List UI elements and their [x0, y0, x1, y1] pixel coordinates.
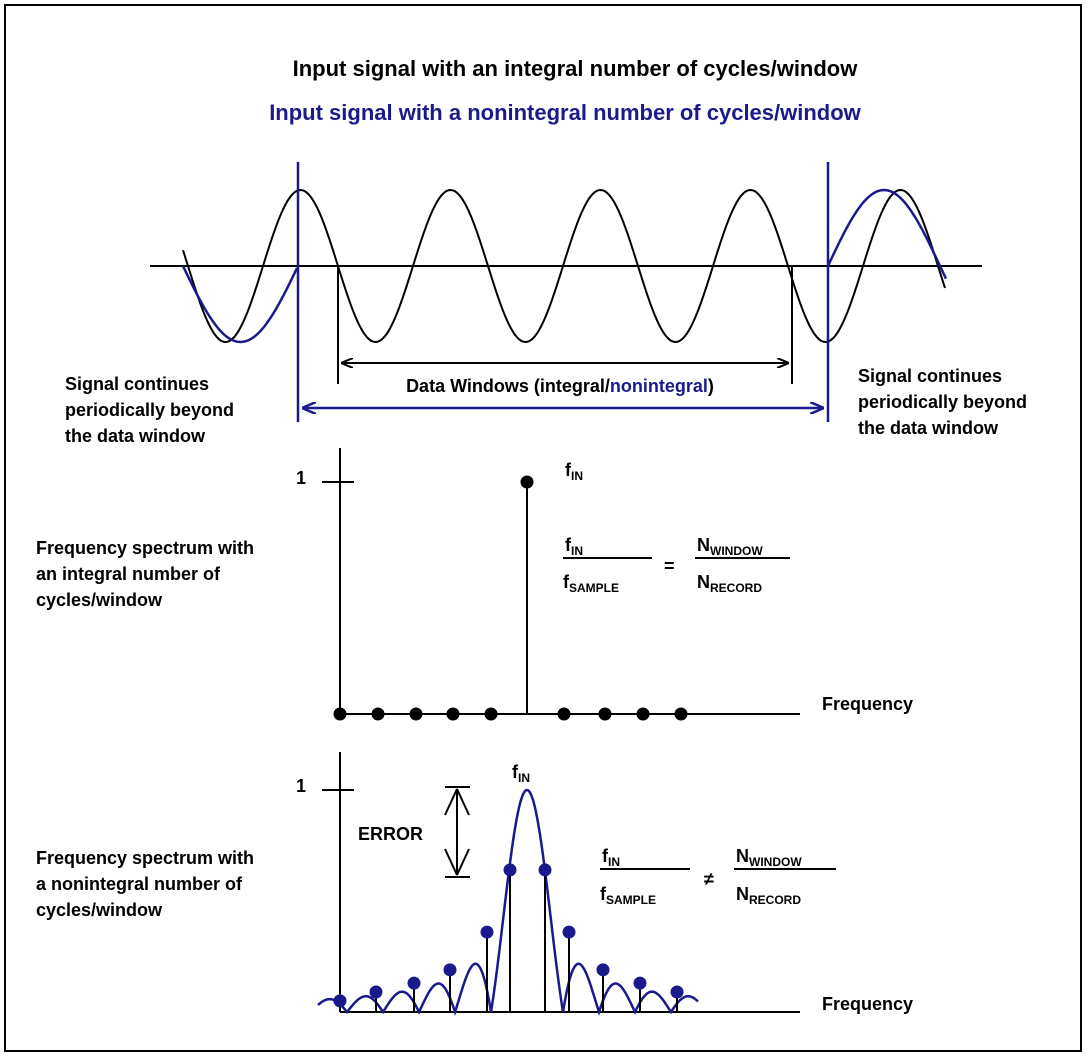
integral-bin-point — [484, 707, 498, 721]
svg-text:=: = — [664, 556, 675, 576]
nonintegral-spectrum-panel: Frequency spectrum with a nonintegral nu… — [36, 752, 913, 1017]
svg-text:the data window: the data window — [858, 418, 999, 438]
title-integral: Input signal with an integral number of … — [293, 56, 859, 81]
svg-text:NRECORD: NRECORD — [697, 572, 762, 595]
integral-bin-point — [674, 707, 688, 721]
error-indicator: ERROR — [358, 786, 470, 878]
integral-bin-point — [333, 707, 347, 721]
title-nonintegral: Input signal with a nonintegral number o… — [269, 100, 861, 125]
integral-peak-label: fIN — [565, 460, 583, 483]
nonintegral-tick-one-label: 1 — [296, 776, 306, 796]
integral-signal-wave — [182, 188, 946, 344]
integral-tick-one-label: 1 — [296, 468, 306, 488]
integral-bin-point — [557, 707, 571, 721]
integral-bin-point — [636, 707, 650, 721]
svg-text:a nonintegral number of: a nonintegral number of — [36, 874, 243, 894]
nonintegral-spectrum-description: Frequency spectrum with a nonintegral nu… — [36, 848, 254, 920]
svg-text:≠: ≠ — [704, 869, 714, 889]
svg-text:NWINDOW: NWINDOW — [736, 846, 802, 869]
data-window-label-bg — [362, 372, 762, 398]
svg-text:Signal continues: Signal continues — [858, 366, 1002, 386]
nonintegral-bin-point — [538, 863, 552, 877]
svg-text:cycles/window: cycles/window — [36, 590, 163, 610]
svg-text:periodically beyond: periodically beyond — [65, 400, 234, 420]
diagram-frame — [4, 4, 1082, 1052]
nonintegral-bin-point — [369, 985, 383, 999]
integral-bin-point — [446, 707, 460, 721]
nonintegral-bin-point — [480, 925, 494, 939]
time-domain-panel: Data Windows (integral/nonintegral) Sign… — [65, 162, 1027, 446]
nonintegral-ratio-equation: fIN fSAMPLE ≠ NWINDOW NRECORD — [600, 846, 836, 907]
signal-note-right: Signal continues periodically beyond the… — [858, 366, 1027, 438]
svg-text:fSAMPLE: fSAMPLE — [600, 884, 656, 907]
svg-text:NRECORD: NRECORD — [736, 884, 801, 907]
svg-text:NWINDOW: NWINDOW — [697, 535, 763, 558]
nonintegral-bin-point — [596, 963, 610, 977]
data-window-label: Data Windows (integral/nonintegral) — [406, 376, 714, 396]
nonintegral-bin-point — [407, 976, 421, 990]
nonintegral-spectrum-bins — [333, 863, 684, 1012]
nonintegral-bin-point — [670, 985, 684, 999]
integral-bin-point — [371, 707, 385, 721]
leakage-sinc-curve — [317, 788, 699, 1017]
svg-text:fIN: fIN — [565, 535, 583, 558]
integral-bin-point — [598, 707, 612, 721]
nonintegral-bin-point — [562, 925, 576, 939]
svg-text:fSAMPLE: fSAMPLE — [563, 572, 619, 595]
svg-text:Frequency spectrum with: Frequency spectrum with — [36, 538, 254, 558]
integral-bin-point — [520, 475, 534, 489]
nonintegral-bin-point — [633, 976, 647, 990]
svg-text:fIN: fIN — [602, 846, 620, 869]
integral-spectrum-panel: Frequency spectrum with an integral numb… — [36, 448, 913, 721]
nonintegral-bin-point — [333, 994, 347, 1008]
nonintegral-signal-left-extension — [181, 265, 299, 344]
svg-text:an integral number of: an integral number of — [36, 564, 221, 584]
nonintegral-signal-right-extension — [826, 188, 948, 280]
svg-text:Signal continues: Signal continues — [65, 374, 209, 394]
svg-text:the data window: the data window — [65, 426, 206, 446]
nonintegral-axis-label: Frequency — [822, 994, 913, 1014]
error-label: ERROR — [358, 824, 423, 844]
integral-bin-point — [409, 707, 423, 721]
svg-text:Frequency spectrum with: Frequency spectrum with — [36, 848, 254, 868]
signal-note-left: Signal continues periodically beyond the… — [65, 374, 234, 446]
integral-axis-label: Frequency — [822, 694, 913, 714]
nonintegral-bin-point — [503, 863, 517, 877]
svg-text:periodically beyond: periodically beyond — [858, 392, 1027, 412]
nonintegral-bin-point — [443, 963, 457, 977]
integral-spectrum-description: Frequency spectrum with an integral numb… — [36, 538, 254, 610]
svg-text:cycles/window: cycles/window — [36, 900, 163, 920]
nonintegral-peak-label: fIN — [512, 762, 530, 785]
integral-spectrum-bins — [333, 475, 688, 721]
integral-ratio-equation: fIN fSAMPLE = NWINDOW NRECORD — [563, 535, 790, 595]
